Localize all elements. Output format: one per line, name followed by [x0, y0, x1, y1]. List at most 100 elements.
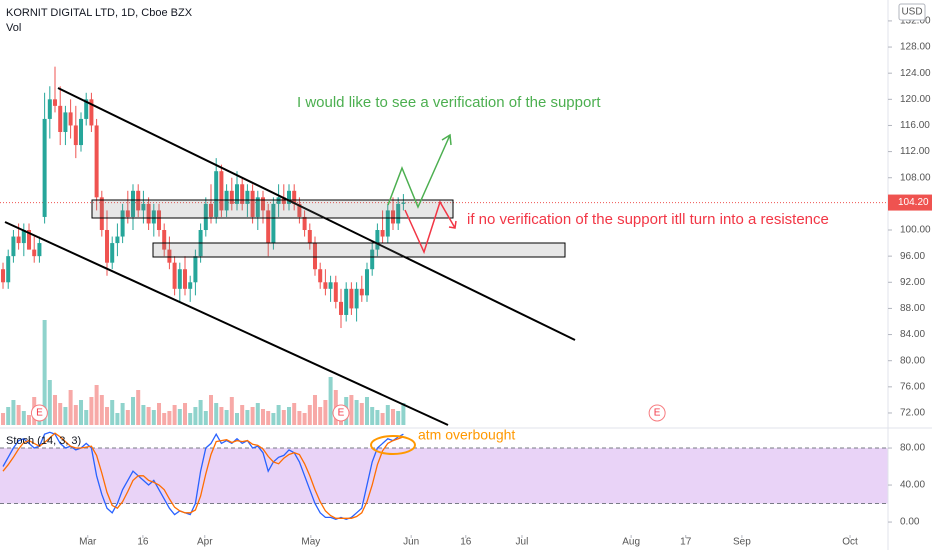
x-tick-label: Sep [733, 537, 751, 548]
y-tick-label: 124.00 [900, 68, 931, 79]
last-price-label: 104.20 [898, 197, 929, 208]
candle-body [21, 230, 26, 244]
currency: USD [901, 7, 922, 18]
volume-bar [271, 413, 276, 425]
volume-bar [131, 397, 136, 425]
volume-bar [177, 409, 182, 425]
stoch-line [2, 431, 404, 520]
volume-bar [385, 405, 390, 425]
earnings-label: E [338, 408, 345, 419]
annotation-red: if no verification of the support itll t… [467, 211, 829, 228]
candle-body [396, 203, 401, 224]
bearish-path [404, 200, 456, 255]
volume-bar [286, 407, 291, 425]
stoch-band [0, 448, 888, 504]
candle-body [255, 197, 260, 217]
earnings-label: E [654, 408, 661, 419]
candle-body [209, 203, 214, 217]
candle-body [260, 197, 265, 211]
volume-bar [250, 407, 255, 425]
volume-bar [79, 400, 84, 425]
volume-bar [370, 407, 375, 425]
candle-body [136, 190, 141, 211]
volume-bar [84, 410, 89, 425]
volume-bar [401, 403, 406, 425]
y-tick-label: 72.00 [900, 408, 925, 419]
volume-bar [94, 385, 99, 425]
candle-body [240, 184, 245, 204]
overbought-circle [370, 435, 416, 455]
stoch-band-layer [0, 447, 888, 505]
candle-body [6, 256, 11, 283]
candle-body [162, 230, 167, 250]
candle-body [120, 210, 125, 237]
candle-body [344, 288, 349, 315]
candle-body [146, 203, 151, 224]
y-tick-label: 76.00 [900, 381, 925, 392]
volume-bar [162, 413, 167, 425]
support-zone [152, 242, 566, 258]
volume-bar [11, 400, 16, 425]
candle-body [286, 190, 291, 204]
volume-bar [110, 400, 115, 425]
volume-bar [53, 395, 58, 425]
volume-bar [297, 411, 302, 425]
volume-bar [47, 380, 52, 425]
volume-bar [209, 395, 214, 425]
volume-bar [260, 409, 265, 425]
candle-body [307, 230, 312, 244]
bearish-arrowhead [448, 220, 457, 229]
plot: 72.00 76.00 80.00 84.00 88.00 92.00 96.00 100.0… [0, 16, 932, 548]
candle-body [11, 236, 16, 257]
candle-body [276, 197, 281, 204]
annotation-orange: atm overbought [418, 427, 515, 443]
candle-body [318, 269, 323, 283]
volume-bar [281, 410, 286, 425]
x-tick-label: 16 [137, 537, 149, 548]
x-tick-label: 17 [680, 537, 692, 548]
candle-body [214, 171, 219, 217]
volume-bar [193, 407, 198, 425]
volume-bar [318, 407, 323, 425]
candle-body [27, 230, 32, 250]
volume-bar [328, 377, 333, 425]
x-tick-label: Jul [516, 537, 529, 548]
candle-body [235, 184, 240, 204]
volume-bar [125, 410, 130, 425]
volume-bar [224, 410, 229, 425]
volume-bar [146, 407, 151, 425]
candle-body [359, 288, 364, 296]
candle-body [94, 125, 99, 198]
candle-body [328, 282, 333, 289]
volume-bar [6, 407, 11, 425]
candle-body [131, 190, 136, 217]
volume-bar [214, 403, 219, 425]
resistance-zone [91, 199, 454, 219]
symbol-title: KORNIT DIGITAL LTD, 1D, Cboe BZX [6, 7, 193, 19]
candle-body [312, 243, 317, 270]
candle-body [125, 210, 130, 217]
candle-body [219, 171, 224, 211]
candle-body [354, 288, 359, 309]
candle-body [245, 190, 250, 204]
candle-body [1, 269, 6, 283]
volume-bar [58, 403, 63, 425]
volume-bar [235, 413, 240, 425]
candle-body [73, 125, 78, 146]
volume-bar [229, 397, 234, 425]
candle-body [53, 99, 58, 106]
candle-body [42, 118, 47, 217]
stoch-tick-label: 40.00 [900, 480, 925, 491]
candle-body [32, 249, 37, 257]
volume-bar [307, 405, 312, 425]
last-price-box [888, 194, 932, 211]
candle-body [47, 99, 52, 119]
volume-bar [302, 413, 307, 425]
volume-label: Vol [6, 22, 21, 34]
candle-body [193, 256, 198, 283]
volume-bar [16, 405, 21, 425]
volume-bar [188, 413, 193, 425]
volume-bar [255, 403, 260, 425]
candle-body [266, 210, 271, 244]
candle-body [401, 202, 406, 204]
